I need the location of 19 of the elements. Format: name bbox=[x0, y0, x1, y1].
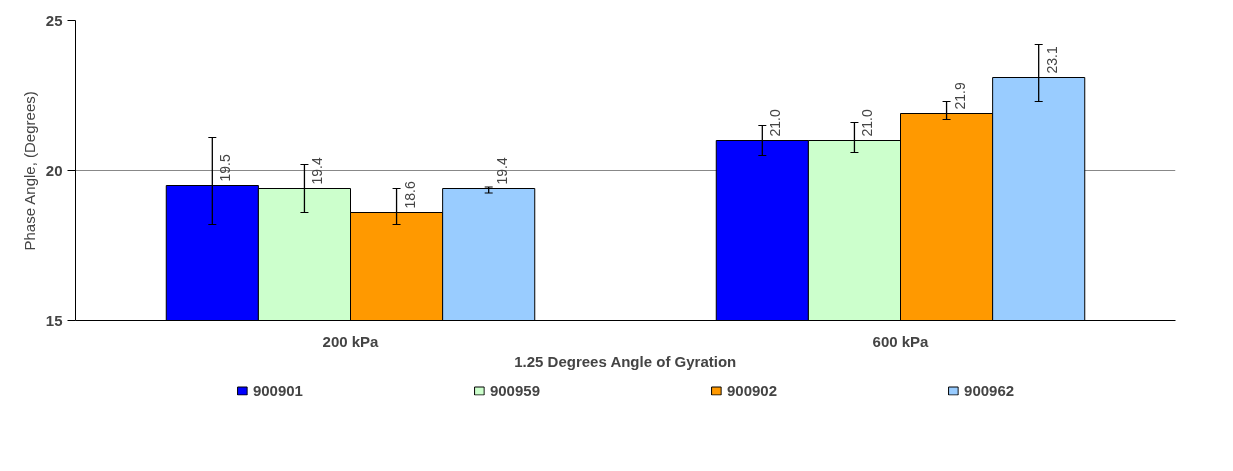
data-label: 21.9 bbox=[951, 82, 968, 110]
data-label: 19.5 bbox=[217, 154, 234, 182]
data-label: 18.6 bbox=[401, 181, 418, 209]
legend-label: 900901 bbox=[252, 381, 303, 399]
y-tick-label: 25 bbox=[45, 11, 63, 29]
data-label: 19.4 bbox=[309, 157, 326, 185]
data-label: 21.0 bbox=[767, 109, 784, 137]
y-tick-label: 20 bbox=[45, 161, 63, 179]
y-axis-title: Phase Angle, (Degrees) bbox=[20, 91, 38, 251]
legend-label: 900902 bbox=[727, 381, 778, 399]
data-label: 23.1 bbox=[1043, 46, 1060, 74]
data-label: 19.4 bbox=[493, 157, 510, 185]
x-axis-title: 1.25 Degrees Angle of Gyration bbox=[514, 352, 737, 370]
x-tick-label: 600 kPa bbox=[872, 332, 930, 350]
data-label: 21.0 bbox=[859, 109, 876, 137]
legend-label: 900959 bbox=[489, 381, 540, 399]
legend-label: 900962 bbox=[964, 381, 1015, 399]
x-tick-label: 200 kPa bbox=[322, 332, 380, 350]
y-tick-label: 15 bbox=[45, 311, 63, 329]
